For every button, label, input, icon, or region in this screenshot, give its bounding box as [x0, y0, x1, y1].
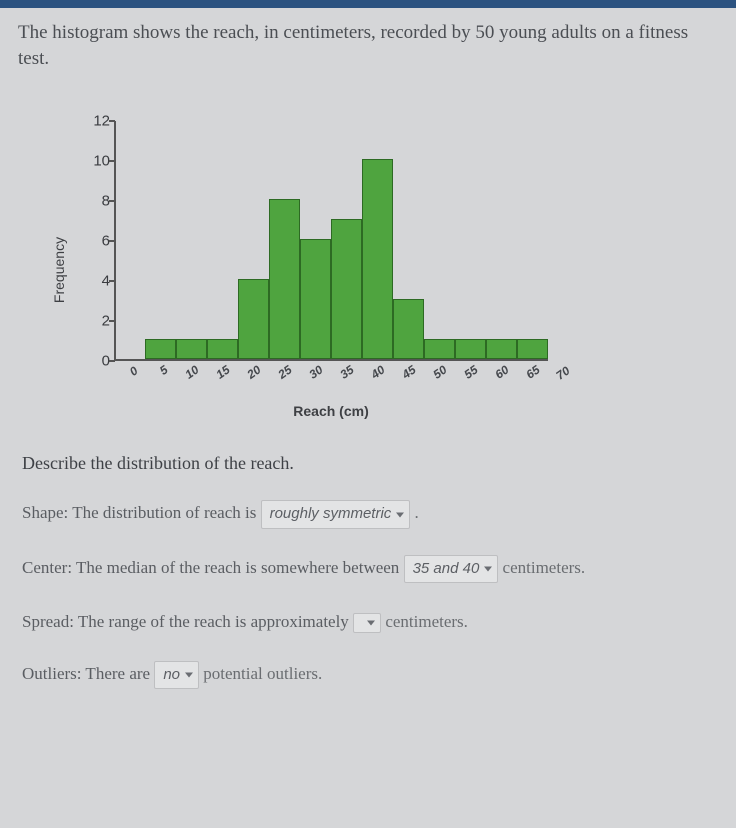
- histogram-bar: 15: [207, 339, 238, 359]
- x-tick-label: 45: [394, 363, 418, 386]
- y-tick-mark: [109, 200, 115, 202]
- y-tick-mark: [109, 320, 115, 322]
- x-tick-label: 60: [487, 363, 511, 386]
- shape-suffix: .: [415, 503, 419, 522]
- x-tick-label: 5: [146, 363, 170, 386]
- y-tick-mark: [109, 360, 115, 362]
- histogram-bar: 45: [393, 299, 424, 359]
- y-tick-label: 12: [84, 113, 110, 130]
- histogram-bar: 10: [176, 339, 207, 359]
- histogram-bar: 65: [517, 339, 548, 359]
- x-axis: [114, 359, 548, 361]
- y-tick-label: 0: [84, 353, 110, 370]
- x-tick-label: 55: [456, 363, 480, 386]
- spread-dropdown[interactable]: [353, 613, 381, 633]
- window-top-bar: [0, 0, 736, 8]
- histogram-bar: 40: [362, 159, 393, 359]
- center-suffix: centimeters.: [503, 558, 586, 577]
- x-axis-label: Reach (cm): [114, 403, 548, 419]
- x-tick-label: 70: [548, 364, 572, 387]
- histogram-bar: 25: [269, 199, 300, 359]
- question-block: Describe the distribution of the reach. …: [18, 453, 718, 689]
- outliers-dropdown[interactable]: no: [154, 661, 199, 690]
- spread-line: Spread: The range of the reach is approx…: [22, 609, 714, 635]
- y-tick-label: 8: [84, 193, 110, 210]
- x-tick-label: 20: [239, 363, 263, 386]
- histogram-bar: 60: [486, 339, 517, 359]
- y-tick-mark: [109, 160, 115, 162]
- x-tick-label: 50: [425, 363, 449, 386]
- y-tick-mark: [109, 280, 115, 282]
- shape-line: Shape: The distribution of reach is roug…: [22, 500, 714, 529]
- x-tick-label: 10: [177, 363, 201, 386]
- center-dropdown[interactable]: 35 and 40: [404, 555, 499, 584]
- y-tick-label: 4: [84, 273, 110, 290]
- center-line: Center: The median of the reach is somew…: [22, 555, 714, 584]
- bars-container: 0510152025303540455055606570: [116, 121, 548, 359]
- page-content: The histogram shows the reach, in centim…: [0, 8, 736, 689]
- histogram-bar: 20: [238, 279, 269, 359]
- histogram-bar: 50: [424, 339, 455, 359]
- histogram-chart: Frequency 0510152025303540455055606570 0…: [78, 121, 548, 419]
- x-tick-label: 0: [116, 364, 140, 387]
- outliers-prefix: Outliers: There are: [22, 664, 150, 683]
- x-tick-label: 35: [332, 363, 356, 386]
- spread-suffix: centimeters.: [385, 612, 468, 631]
- y-tick-label: 6: [84, 233, 110, 250]
- y-tick-label: 10: [84, 153, 110, 170]
- center-prefix: Center: The median of the reach is somew…: [22, 558, 399, 577]
- histogram-bar: 55: [455, 339, 486, 359]
- x-tick-label: 25: [270, 363, 294, 386]
- x-tick-label: 65: [518, 363, 542, 386]
- x-tick-label: 30: [301, 363, 325, 386]
- histogram-bar: 30: [300, 239, 331, 359]
- question-title: Describe the distribution of the reach.: [22, 453, 714, 474]
- x-tick-label: 40: [363, 363, 387, 386]
- y-tick-label: 2: [84, 313, 110, 330]
- shape-dropdown[interactable]: roughly symmetric: [261, 500, 411, 529]
- histogram-bar: 5: [145, 339, 176, 359]
- intro-text: The histogram shows the reach, in centim…: [18, 20, 718, 71]
- y-axis-label: Frequency: [51, 237, 67, 303]
- x-tick-label: 15: [208, 363, 232, 386]
- spread-prefix: Spread: The range of the reach is approx…: [22, 612, 349, 631]
- outliers-line: Outliers: There are no potential outlier…: [22, 661, 714, 690]
- outliers-suffix: potential outliers.: [203, 664, 322, 683]
- shape-prefix: Shape: The distribution of reach is: [22, 503, 256, 522]
- y-tick-mark: [109, 120, 115, 122]
- y-tick-mark: [109, 240, 115, 242]
- histogram-bar: 35: [331, 219, 362, 359]
- plot-area: 0510152025303540455055606570 024681012: [114, 121, 548, 361]
